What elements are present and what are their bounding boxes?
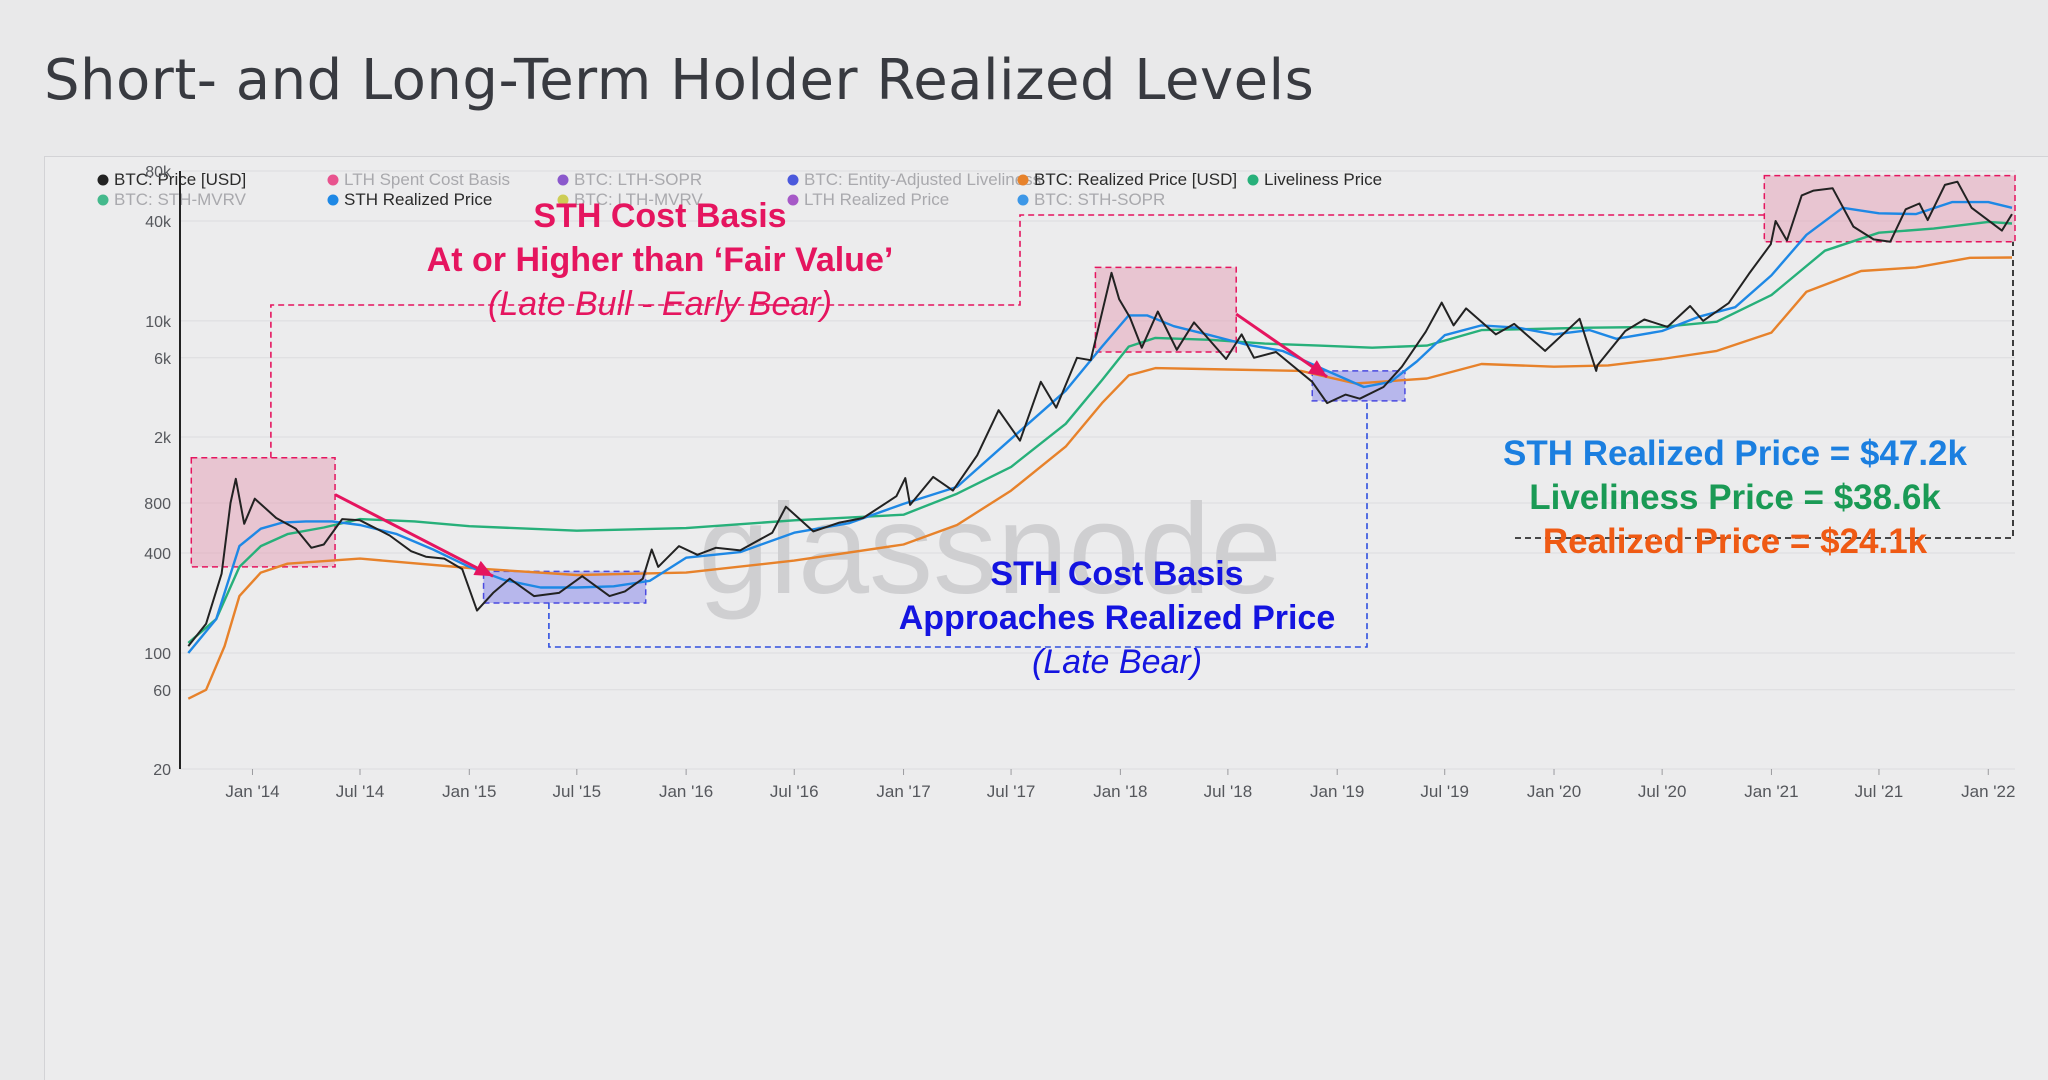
x-tick-label: Jul '19 xyxy=(1420,782,1469,801)
annotation-top-line1: STH Cost Basis xyxy=(533,197,786,235)
annotation-top-line2: At or Higher than ‘Fair Value’ xyxy=(427,241,894,279)
x-tick-label: Jul '14 xyxy=(336,782,385,801)
y-tick-label: 40k xyxy=(145,214,172,231)
x-tick-label: Jan '18 xyxy=(1093,782,1147,801)
legend-label: Liveliness Price xyxy=(1264,170,1382,189)
series-line-realized xyxy=(187,256,2013,700)
x-tick-label: Jan '15 xyxy=(442,782,496,801)
y-tick-label: 800 xyxy=(144,496,171,513)
y-tick-label: 2k xyxy=(154,430,172,447)
legend-item: BTC: STH-SOPR xyxy=(1017,190,1165,209)
x-tick-label: Jul '17 xyxy=(987,782,1036,801)
y-tick-label: 100 xyxy=(144,646,171,663)
realized-price-value: Realized Price = $24.1k xyxy=(1543,522,1928,561)
series-line-liveliness xyxy=(187,220,2013,644)
legend-dot-icon xyxy=(1017,174,1029,186)
x-tick-label: Jul '21 xyxy=(1855,782,1904,801)
legend-item: BTC: LTH-SOPR xyxy=(557,170,702,189)
legend-item: Liveliness Price xyxy=(1247,170,1382,189)
watermark: glassnode xyxy=(698,478,1282,621)
y-tick-label: 10k xyxy=(145,314,172,331)
legend-dot-icon xyxy=(557,174,569,186)
legend-label: STH Realized Price xyxy=(344,190,492,209)
x-tick-label: Jan '19 xyxy=(1310,782,1364,801)
grid-lines xyxy=(180,170,2015,770)
sth-realized-price-value: STH Realized Price = $47.2k xyxy=(1503,434,1968,473)
blue-guide-line xyxy=(548,400,1368,648)
x-tick-label: Jul '18 xyxy=(1204,782,1253,801)
annotation-top-line3: (Late Bull - Early Bear) xyxy=(488,285,832,323)
legend-item: BTC: LTH-MVRV xyxy=(557,190,703,209)
x-tick-label: Jan '17 xyxy=(876,782,930,801)
x-tick-label: Jan '16 xyxy=(659,782,713,801)
legend-label: LTH Realized Price xyxy=(804,190,949,209)
x-tick-label: Jan '20 xyxy=(1527,782,1581,801)
chart: BTC: Price [USD] LTH Spent Cost Basis BTC:… xyxy=(97,164,2016,801)
legend-item: LTH Spent Cost Basis xyxy=(327,170,510,189)
trend-arrow-2014 xyxy=(334,493,494,578)
black-guide-line xyxy=(1515,241,2014,539)
y-axis-ticks: 20 60 100 400 800 2k 6k 10k 40k 80k xyxy=(144,164,172,779)
legend-label: BTC: STH-SOPR xyxy=(1034,190,1165,209)
y-tick-label: 400 xyxy=(144,546,171,563)
annotation-mid-line1: STH Cost Basis xyxy=(990,555,1243,593)
legend-dot-icon xyxy=(97,174,109,186)
data-series xyxy=(187,180,2013,700)
legend-dot-icon xyxy=(787,174,799,186)
trend-arrow-2018-head xyxy=(1307,360,1328,377)
legend-dot-icon xyxy=(1017,194,1029,206)
series-line-price xyxy=(187,180,2013,647)
x-tick-label: Jul '16 xyxy=(770,782,819,801)
annotation-mid-line2: Approaches Realized Price xyxy=(899,599,1336,637)
legend-item: BTC: Price [USD] xyxy=(97,170,246,189)
y-tick-label: 20 xyxy=(153,762,171,779)
legend-item: BTC: Entity-Adjusted Liveliness xyxy=(787,170,1041,189)
x-tick-label: Jul '15 xyxy=(553,782,602,801)
legend-item: BTC: STH-MVRV xyxy=(97,190,247,209)
legend-label: LTH Spent Cost Basis xyxy=(344,170,510,189)
y-tick-label: 80k xyxy=(145,164,172,181)
legend-item: LTH Realized Price xyxy=(787,190,949,209)
y-tick-label: 60 xyxy=(153,683,171,700)
legend-label: BTC: Realized Price [USD] xyxy=(1034,170,1237,189)
x-tick-label: Jan '21 xyxy=(1744,782,1798,801)
legend-dot-icon xyxy=(327,174,339,186)
legend-dot-icon xyxy=(1247,174,1259,186)
pink-guide-line xyxy=(270,214,1765,458)
trend-arrow-2018 xyxy=(1235,312,1328,379)
liveliness-price-value: Liveliness Price = $38.6k xyxy=(1529,478,1941,517)
pink-highlight-box xyxy=(190,456,336,568)
annotation-mid-line3: (Late Bear) xyxy=(1032,643,1202,681)
x-tick-label: Jan '14 xyxy=(225,782,279,801)
legend-item: BTC: Realized Price [USD] xyxy=(1017,170,1237,189)
annotation-guides xyxy=(270,214,2014,648)
x-tick-label: Jan '22 xyxy=(1961,782,2015,801)
legend-label: BTC: Entity-Adjusted Liveliness xyxy=(804,170,1041,189)
legend-label: BTC: LTH-MVRV xyxy=(574,190,703,209)
legend-dot-icon xyxy=(327,194,339,206)
x-tick-label: Jul '20 xyxy=(1638,782,1687,801)
chart-panel: BTC: Price [USD] LTH Spent Cost Basis BTC:… xyxy=(44,156,2048,1080)
legend-label: BTC: LTH-SOPR xyxy=(574,170,702,189)
page-title: Short- and Long-Term Holder Realized Lev… xyxy=(44,48,1315,113)
y-tick-label: 6k xyxy=(154,351,172,368)
legend-dot-icon xyxy=(97,194,109,206)
legend-dot-icon xyxy=(557,194,569,206)
x-axis-ticks: Jan '14 Jul '14 Jan '15 Jul '15 Jan '16 Jul '… xyxy=(225,769,2015,801)
legend-item: STH Realized Price xyxy=(327,190,492,209)
legend-dot-icon xyxy=(787,194,799,206)
trend-arrow-2014-head xyxy=(473,560,494,577)
